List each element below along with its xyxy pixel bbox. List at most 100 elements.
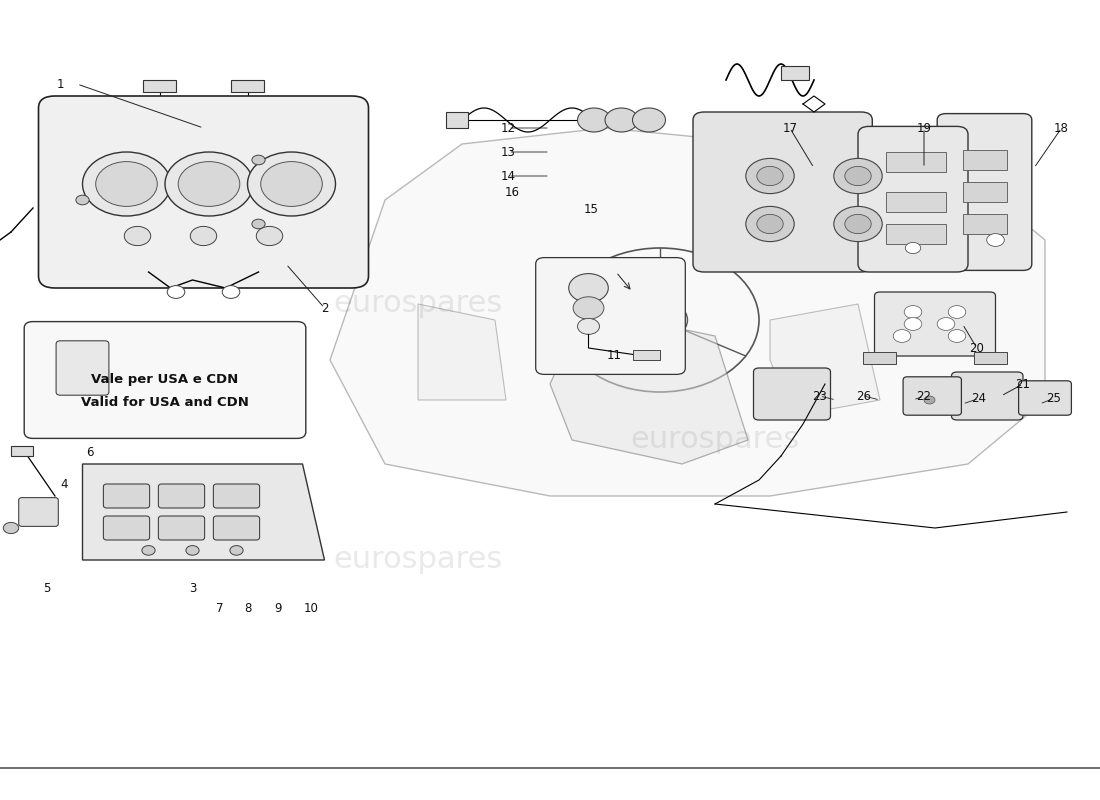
- Bar: [886, 224, 946, 244]
- Circle shape: [178, 162, 240, 206]
- Text: 11: 11: [606, 350, 621, 362]
- Circle shape: [987, 234, 1004, 246]
- FancyBboxPatch shape: [158, 484, 205, 508]
- Circle shape: [948, 306, 966, 318]
- FancyBboxPatch shape: [754, 368, 830, 420]
- FancyBboxPatch shape: [937, 114, 1032, 270]
- Circle shape: [573, 297, 604, 319]
- Circle shape: [605, 108, 638, 132]
- Circle shape: [82, 152, 170, 216]
- FancyBboxPatch shape: [874, 292, 996, 356]
- FancyBboxPatch shape: [858, 126, 968, 272]
- Circle shape: [142, 546, 155, 555]
- Bar: [886, 192, 946, 212]
- Circle shape: [905, 242, 921, 254]
- Text: 1: 1: [57, 78, 64, 90]
- Circle shape: [948, 330, 966, 342]
- FancyBboxPatch shape: [903, 377, 961, 415]
- Circle shape: [904, 306, 922, 318]
- Text: Vale per USA e CDN: Vale per USA e CDN: [91, 374, 239, 386]
- Text: 16: 16: [505, 186, 520, 198]
- FancyBboxPatch shape: [103, 516, 150, 540]
- Text: 17: 17: [782, 122, 797, 134]
- Circle shape: [569, 274, 608, 302]
- Text: 26: 26: [856, 390, 871, 402]
- Bar: [781, 66, 808, 80]
- Circle shape: [937, 318, 955, 330]
- Circle shape: [256, 226, 283, 246]
- Circle shape: [222, 286, 240, 298]
- Circle shape: [230, 546, 243, 555]
- Circle shape: [757, 166, 783, 186]
- Text: 14: 14: [500, 170, 516, 182]
- FancyBboxPatch shape: [213, 516, 260, 540]
- Circle shape: [746, 158, 794, 194]
- Circle shape: [834, 158, 882, 194]
- FancyBboxPatch shape: [103, 484, 150, 508]
- Bar: [11, 446, 33, 456]
- Circle shape: [757, 214, 783, 234]
- Circle shape: [96, 162, 157, 206]
- Bar: [974, 352, 1006, 364]
- Circle shape: [746, 206, 794, 242]
- Text: 3: 3: [189, 582, 196, 594]
- Text: 4: 4: [60, 478, 67, 490]
- FancyBboxPatch shape: [158, 516, 205, 540]
- Bar: [886, 152, 946, 172]
- Bar: [962, 182, 1006, 202]
- Circle shape: [904, 318, 922, 330]
- Polygon shape: [330, 128, 1045, 496]
- Circle shape: [845, 166, 871, 186]
- FancyBboxPatch shape: [213, 484, 260, 508]
- Text: 6: 6: [87, 446, 94, 458]
- Circle shape: [924, 396, 935, 404]
- Text: 2: 2: [321, 302, 328, 314]
- Text: 10: 10: [304, 602, 319, 614]
- Text: eurospares: eurospares: [630, 426, 800, 454]
- Circle shape: [845, 214, 871, 234]
- Circle shape: [578, 108, 610, 132]
- Text: 22: 22: [916, 390, 932, 402]
- Text: 7: 7: [217, 602, 223, 614]
- Text: 24: 24: [971, 392, 987, 405]
- Bar: [446, 112, 468, 128]
- FancyBboxPatch shape: [39, 96, 369, 288]
- Text: 18: 18: [1054, 122, 1069, 134]
- Text: 13: 13: [500, 146, 516, 158]
- Circle shape: [261, 162, 322, 206]
- Circle shape: [76, 195, 89, 205]
- Text: 19: 19: [916, 122, 932, 134]
- FancyBboxPatch shape: [1019, 381, 1071, 415]
- Circle shape: [252, 219, 265, 229]
- Bar: [864, 352, 896, 364]
- Text: 25: 25: [1046, 392, 1062, 405]
- FancyBboxPatch shape: [24, 322, 306, 438]
- Circle shape: [632, 108, 666, 132]
- Circle shape: [248, 152, 336, 216]
- Text: Valid for USA and CDN: Valid for USA and CDN: [81, 396, 249, 409]
- Text: 5: 5: [44, 582, 51, 594]
- FancyBboxPatch shape: [693, 112, 872, 272]
- Circle shape: [167, 286, 185, 298]
- Polygon shape: [82, 464, 324, 560]
- Circle shape: [578, 318, 600, 334]
- Circle shape: [165, 152, 253, 216]
- Text: 8: 8: [244, 602, 251, 614]
- Bar: [962, 150, 1006, 170]
- Text: eurospares: eurospares: [333, 290, 503, 318]
- Bar: [962, 214, 1006, 234]
- Circle shape: [124, 226, 151, 246]
- Circle shape: [252, 155, 265, 165]
- Circle shape: [834, 206, 882, 242]
- Circle shape: [893, 330, 911, 342]
- Text: 15: 15: [583, 203, 598, 216]
- Polygon shape: [770, 304, 880, 416]
- Bar: [632, 350, 660, 360]
- Circle shape: [186, 546, 199, 555]
- FancyBboxPatch shape: [19, 498, 58, 526]
- Circle shape: [632, 300, 688, 340]
- Text: 21: 21: [1015, 378, 1031, 390]
- Text: 12: 12: [500, 122, 516, 134]
- Bar: [143, 80, 176, 92]
- Polygon shape: [550, 320, 748, 464]
